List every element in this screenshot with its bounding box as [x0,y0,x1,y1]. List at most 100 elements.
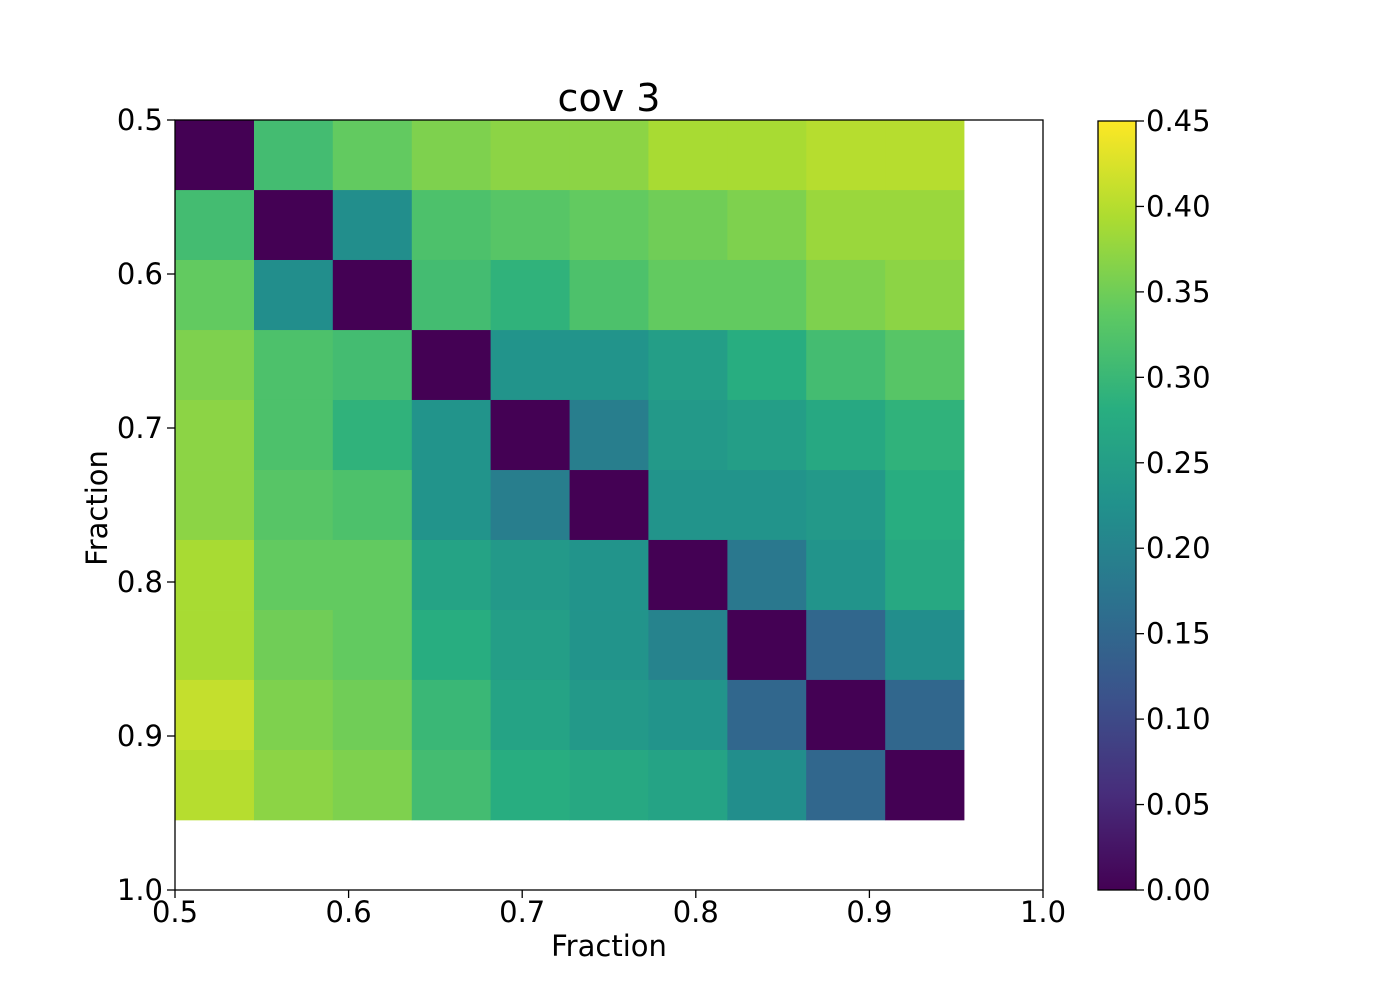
heatmap-cell [175,399,255,471]
heatmap-cell [490,259,570,331]
heatmap-cell [332,399,413,471]
heatmap-cell [569,610,649,681]
heatmap-cell [885,470,965,541]
heatmap-cell [175,679,255,751]
heatmap-cell [648,190,728,261]
heatmap-cell [332,259,413,331]
colorbar-tick-label: 0.25 [1146,446,1211,480]
heatmap-cell [175,259,255,331]
heatmap-cell [332,610,413,681]
heatmap-cell [253,610,334,681]
heatmap-cell [885,399,965,471]
x-axis-label: Fraction [551,929,667,963]
heatmap-cell [332,190,413,261]
heatmap-cell [332,330,413,401]
heatmap-cells [175,120,965,821]
heatmap-cell [885,750,965,821]
x-tick-label: 0.7 [499,895,545,929]
heatmap-cell [411,120,491,191]
heatmap-cell [490,610,570,681]
colorbar-tick-label: 0.20 [1146,531,1211,565]
heatmap-cell [727,190,807,261]
heatmap-cell [411,259,491,331]
heatmap-cell [411,190,491,261]
heatmap-cell [648,399,728,471]
heatmap-cell [253,399,334,471]
x-axis-ticks: 0.5 0.6 0.7 0.8 0.9 1.0 [152,890,1066,929]
heatmap-cell [490,539,570,611]
heatmap-cell [569,399,649,471]
colorbar-tick-label: 0.15 [1146,617,1211,651]
heatmap-cell [490,399,570,471]
heatmap-cell [806,610,886,681]
x-tick-label: 0.5 [152,895,198,929]
heatmap-cell [490,750,570,821]
y-tick-label: 0.8 [117,565,163,599]
heatmap-cell [332,120,413,191]
colorbar-tick-label: 0.35 [1146,275,1211,309]
heatmap-cell [175,750,255,821]
heatmap-cell [806,750,886,821]
heatmap-cell [727,750,807,821]
heatmap-cell [411,750,491,821]
heatmap-cell [806,470,886,541]
heatmap-cell [175,330,255,401]
heatmap-cell [175,539,255,611]
colorbar-tick-label: 0.10 [1146,702,1211,736]
heatmap-cell [175,120,255,191]
heatmap-cell [885,120,965,191]
heatmap-cell [648,610,728,681]
heatmap-cell [727,470,807,541]
heatmap-cell [569,259,649,331]
colorbar [1097,120,1137,891]
heatmap-cell [648,750,728,821]
heatmap-cell [411,399,491,471]
heatmap-cell [253,470,334,541]
heatmap-cell [727,399,807,471]
heatmap-cell [490,470,570,541]
heatmap-cell [490,120,570,191]
heatmap-cell [569,120,649,191]
heatmap-cell [806,399,886,471]
heatmap-cell [885,190,965,261]
heatmap-cell [569,750,649,821]
heatmap-cell [175,190,255,261]
heatmap-cell [332,539,413,611]
heatmap-cell [569,539,649,611]
heatmap-cell [253,330,334,401]
heatmap-cell [806,259,886,331]
x-tick-label: 1.0 [1020,895,1066,929]
heatmap-cell [175,470,255,541]
heatmap-cell [411,539,491,611]
heatmap-cell [648,539,728,611]
heatmap-cell [806,120,886,191]
heatmap-cell [253,750,334,821]
heatmap-cell [806,190,886,261]
heatmap-cell [490,679,570,751]
colorbar-tick-label: 0.00 [1146,873,1211,907]
heatmap-cell [411,610,491,681]
heatmap-cell [332,750,413,821]
x-tick-label: 0.6 [326,895,372,929]
heatmap-cell [332,679,413,751]
heatmap-cell [727,539,807,611]
heatmap-cell [806,330,886,401]
heatmap-cell [648,120,728,191]
heatmap-cell [648,679,728,751]
y-axis-label: Fraction [80,450,114,566]
colorbar-tick-label: 0.40 [1146,189,1211,223]
colorbar-tick-label: 0.45 [1146,104,1211,138]
heatmap-cell [569,470,649,541]
heatmap-cell [490,190,570,261]
y-tick-label: 0.9 [117,719,163,753]
colorbar-tick-label: 0.05 [1146,788,1211,822]
heatmap-cell [175,610,255,681]
heatmap-cell [727,330,807,401]
heatmap-cell [411,470,491,541]
heatmap-cell [490,330,570,401]
heatmap-cell [648,330,728,401]
heatmap-cell [569,679,649,751]
y-tick-label: 0.7 [117,411,163,445]
heatmap-cell [569,330,649,401]
